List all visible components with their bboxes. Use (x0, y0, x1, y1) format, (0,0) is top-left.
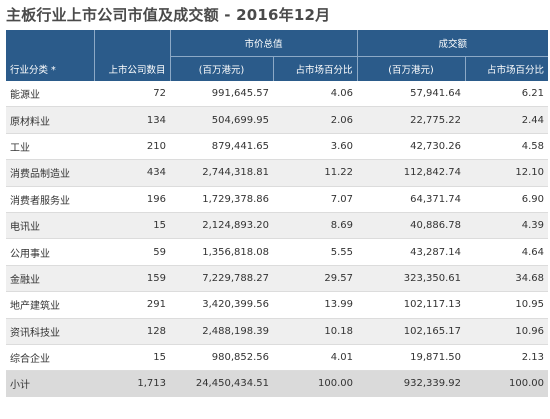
industry-name: 能源业 (6, 81, 94, 108)
header-market-cap-unit: (百万港元) (169, 56, 273, 81)
turnover: 102,165.17 (357, 318, 466, 345)
header-turnover-group: 成交额 (356, 30, 549, 57)
company-count: 128 (94, 318, 170, 345)
total-market-cap: 24,450,434.51 (170, 370, 273, 397)
table-row: 能源业 72 991,645.57 4.06 57,941.64 6.21 (6, 81, 549, 108)
header-company-count: 上市公司数目 (93, 30, 170, 81)
turnover-pct: 6.90 (465, 186, 549, 213)
company-count: 134 (94, 106, 170, 134)
market-cap: 1,356,818.08 (170, 238, 273, 266)
company-count: 196 (94, 186, 170, 213)
page-title: 主板行业上市公司市值及成交额 - 2016年12月 (6, 6, 331, 24)
table-row: 原材料业 134 504,699.95 2.06 22,775.22 2.44 (6, 106, 549, 134)
turnover-pct: 10.95 (465, 291, 549, 319)
market-cap-pct: 29.57 (273, 265, 358, 293)
company-count: 15 (94, 212, 170, 240)
table-row: 工业 210 879,441.65 3.60 42,730.26 4.58 (6, 133, 549, 161)
market-cap: 2,744,318.81 (170, 159, 273, 187)
market-cap: 3,420,399.56 (170, 291, 273, 319)
industry-name: 消费品制造业 (6, 159, 94, 187)
turnover: 19,871.50 (357, 344, 466, 372)
industry-name: 金融业 (6, 265, 94, 293)
turnover-pct: 10.96 (465, 318, 549, 345)
header-industry: 行业分类 * (6, 30, 94, 81)
company-count: 434 (94, 159, 170, 187)
turnover-pct: 2.44 (465, 106, 549, 134)
turnover-pct: 2.13 (465, 344, 549, 372)
industry-name: 地产建筑业 (6, 291, 94, 319)
market-cap: 7,229,788.27 (170, 265, 273, 293)
turnover: 102,117.13 (357, 291, 466, 319)
industry-name: 消费者服务业 (6, 186, 94, 213)
turnover-pct: 4.39 (465, 212, 549, 240)
turnover-pct: 4.64 (465, 238, 549, 266)
market-cap-pct: 7.07 (273, 186, 358, 213)
total-market-cap-pct: 100.00 (273, 370, 358, 397)
table-row: 资讯科技业 128 2,488,198.39 10.18 102,165.17 … (6, 318, 549, 345)
market-cap-pct: 13.99 (273, 291, 358, 319)
table-row: 地产建筑业 291 3,420,399.56 13.99 102,117.13 … (6, 291, 549, 319)
header-turnover-pct: 占市场百分比 (464, 56, 549, 81)
turnover: 40,886.78 (357, 212, 466, 240)
turnover: 42,730.26 (357, 133, 466, 161)
market-cap-table: 行业分类 * 上市公司数目 市价总值 成交额 (百万港元) 占市场百分比 (百万… (6, 30, 549, 397)
industry-name: 原材料业 (6, 106, 94, 134)
table-body: 能源业 72 991,645.57 4.06 57,941.64 6.21 原材… (6, 81, 549, 397)
table-row: 电讯业 15 2,124,893.20 8.69 40,886.78 4.39 (6, 212, 549, 240)
turnover-pct: 12.10 (465, 159, 549, 187)
market-cap: 504,699.95 (170, 106, 273, 134)
market-cap-pct: 2.06 (273, 106, 358, 134)
market-cap: 879,441.65 (170, 133, 273, 161)
industry-name: 公用事业 (6, 238, 94, 266)
market-cap: 991,645.57 (170, 81, 273, 108)
turnover: 22,775.22 (357, 106, 466, 134)
turnover-pct: 4.58 (465, 133, 549, 161)
total-turnover-pct: 100.00 (465, 370, 549, 397)
header-turnover-unit: (百万港元) (356, 56, 466, 81)
turnover: 43,287.14 (357, 238, 466, 266)
turnover: 64,371.74 (357, 186, 466, 213)
company-count: 159 (94, 265, 170, 293)
market-cap-pct: 10.18 (273, 318, 358, 345)
header-market-cap-pct: 占市场百分比 (272, 56, 358, 81)
total-turnover: 932,339.92 (357, 370, 466, 397)
market-cap-pct: 5.55 (273, 238, 358, 266)
market-cap-pct: 4.06 (273, 81, 358, 108)
total-company-count: 1,713 (94, 370, 170, 397)
table-row: 公用事业 59 1,356,818.08 5.55 43,287.14 4.64 (6, 238, 549, 266)
market-cap-pct: 8.69 (273, 212, 358, 240)
header-market-cap-group: 市价总值 (169, 30, 358, 57)
data-table-container: 行业分类 * 上市公司数目 市价总值 成交额 (百万港元) 占市场百分比 (百万… (6, 30, 549, 397)
industry-name: 资讯科技业 (6, 318, 94, 345)
company-count: 72 (94, 81, 170, 108)
industry-name: 综合企业 (6, 344, 94, 372)
turnover: 323,350.61 (357, 265, 466, 293)
industry-name: 工业 (6, 133, 94, 161)
market-cap-pct: 11.22 (273, 159, 358, 187)
turnover-pct: 6.21 (465, 81, 549, 108)
table-row: 消费品制造业 434 2,744,318.81 11.22 112,842.74… (6, 159, 549, 187)
table-row: 综合企业 15 980,852.56 4.01 19,871.50 2.13 (6, 344, 549, 372)
market-cap: 980,852.56 (170, 344, 273, 372)
market-cap-pct: 4.01 (273, 344, 358, 372)
company-count: 59 (94, 238, 170, 266)
company-count: 15 (94, 344, 170, 372)
market-cap-pct: 3.60 (273, 133, 358, 161)
market-cap: 2,124,893.20 (170, 212, 273, 240)
company-count: 210 (94, 133, 170, 161)
market-cap: 1,729,378.86 (170, 186, 273, 213)
industry-name: 电讯业 (6, 212, 94, 240)
turnover-pct: 34.68 (465, 265, 549, 293)
turnover: 112,842.74 (357, 159, 466, 187)
table-row: 消费者服务业 196 1,729,378.86 7.07 64,371.74 6… (6, 186, 549, 213)
company-count: 291 (94, 291, 170, 319)
table-row: 金融业 159 7,229,788.27 29.57 323,350.61 34… (6, 265, 549, 293)
total-row: 小计 1,713 24,450,434.51 100.00 932,339.92… (6, 370, 549, 397)
total-label: 小计 (6, 370, 94, 397)
table-header: 行业分类 * 上市公司数目 市价总值 成交额 (百万港元) 占市场百分比 (百万… (6, 30, 549, 81)
market-cap: 2,488,198.39 (170, 318, 273, 345)
turnover: 57,941.64 (357, 81, 466, 108)
